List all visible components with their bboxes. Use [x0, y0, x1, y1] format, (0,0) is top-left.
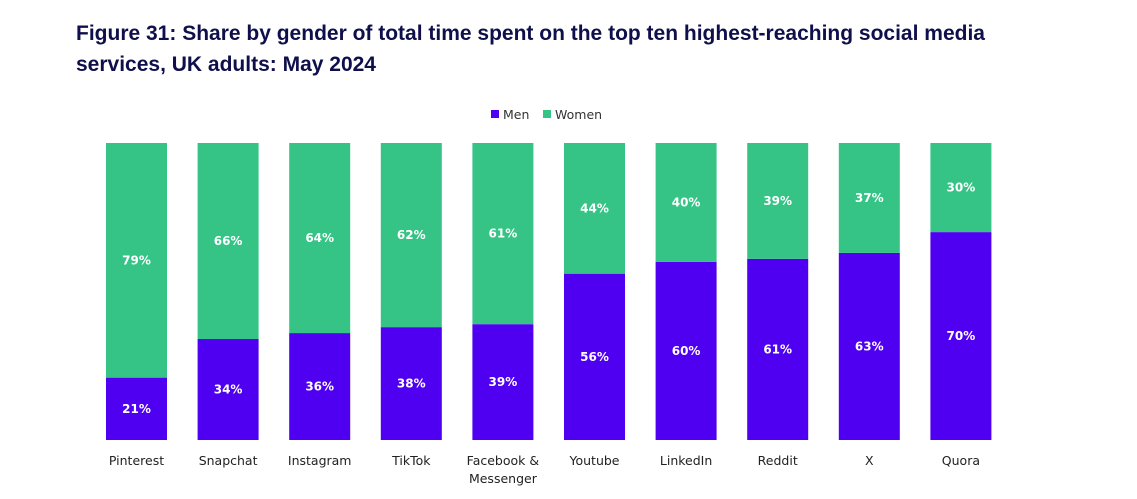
bar-men: [106, 377, 167, 440]
bar-men: [564, 273, 625, 440]
data-label-women: 62%: [397, 228, 426, 242]
bar-women: [472, 143, 534, 325]
data-label-women: 30%: [947, 181, 976, 195]
data-label-men: 56%: [580, 350, 609, 364]
bar-men: [747, 258, 809, 440]
bar-men: [380, 327, 442, 440]
data-label-men: 70%: [947, 329, 976, 343]
bar-women: [289, 143, 351, 334]
category-label: TikTok: [391, 453, 431, 468]
data-label-women: 66%: [214, 234, 243, 248]
bar-women: [197, 143, 259, 340]
data-label-women: 37%: [855, 191, 884, 205]
category-label: Messenger: [469, 471, 538, 486]
bar-women: [838, 143, 900, 253]
legend-label-men: Men: [503, 107, 529, 122]
bar-women: [380, 143, 442, 328]
bar-men: [289, 333, 351, 440]
data-label-men: 34%: [214, 383, 243, 397]
data-label-men: 63%: [855, 339, 884, 353]
bar-women: [106, 143, 167, 378]
category-label: LinkedIn: [660, 453, 712, 468]
category-label: Snapchat: [199, 453, 258, 468]
bar-women: [564, 143, 625, 274]
legend-swatch-women: [543, 110, 551, 118]
data-label-men: 60%: [672, 344, 701, 358]
data-label-men: 61%: [763, 342, 792, 356]
legend-label-women: Women: [555, 107, 602, 122]
category-label: Reddit: [758, 453, 798, 468]
data-label-women: 79%: [122, 253, 151, 267]
bar-men: [197, 339, 259, 440]
data-label-men: 39%: [489, 375, 518, 389]
data-label-women: 39%: [763, 194, 792, 208]
category-label: Instagram: [288, 453, 352, 468]
bar-women: [930, 143, 992, 233]
category-label: Pinterest: [109, 453, 164, 468]
data-label-women: 64%: [305, 231, 334, 245]
data-label-men: 38%: [397, 377, 426, 391]
category-label: Quora: [942, 453, 980, 468]
category-label: Youtube: [569, 453, 620, 468]
data-label-women: 40%: [672, 195, 701, 209]
bar-men: [472, 324, 534, 440]
bar-men: [838, 252, 900, 440]
category-label: X: [865, 453, 874, 468]
bar-men: [655, 261, 717, 440]
data-label-men: 21%: [122, 402, 151, 416]
bar-women: [747, 143, 809, 259]
category-label: Facebook &: [467, 453, 540, 468]
bar-women: [655, 143, 717, 262]
chart-title: Figure 31: Share by gender of total time…: [76, 22, 985, 76]
data-label-women: 44%: [580, 201, 609, 215]
bar-men: [930, 232, 992, 440]
legend-swatch-men: [491, 110, 499, 118]
data-label-women: 61%: [489, 227, 518, 241]
data-label-men: 36%: [305, 380, 334, 394]
